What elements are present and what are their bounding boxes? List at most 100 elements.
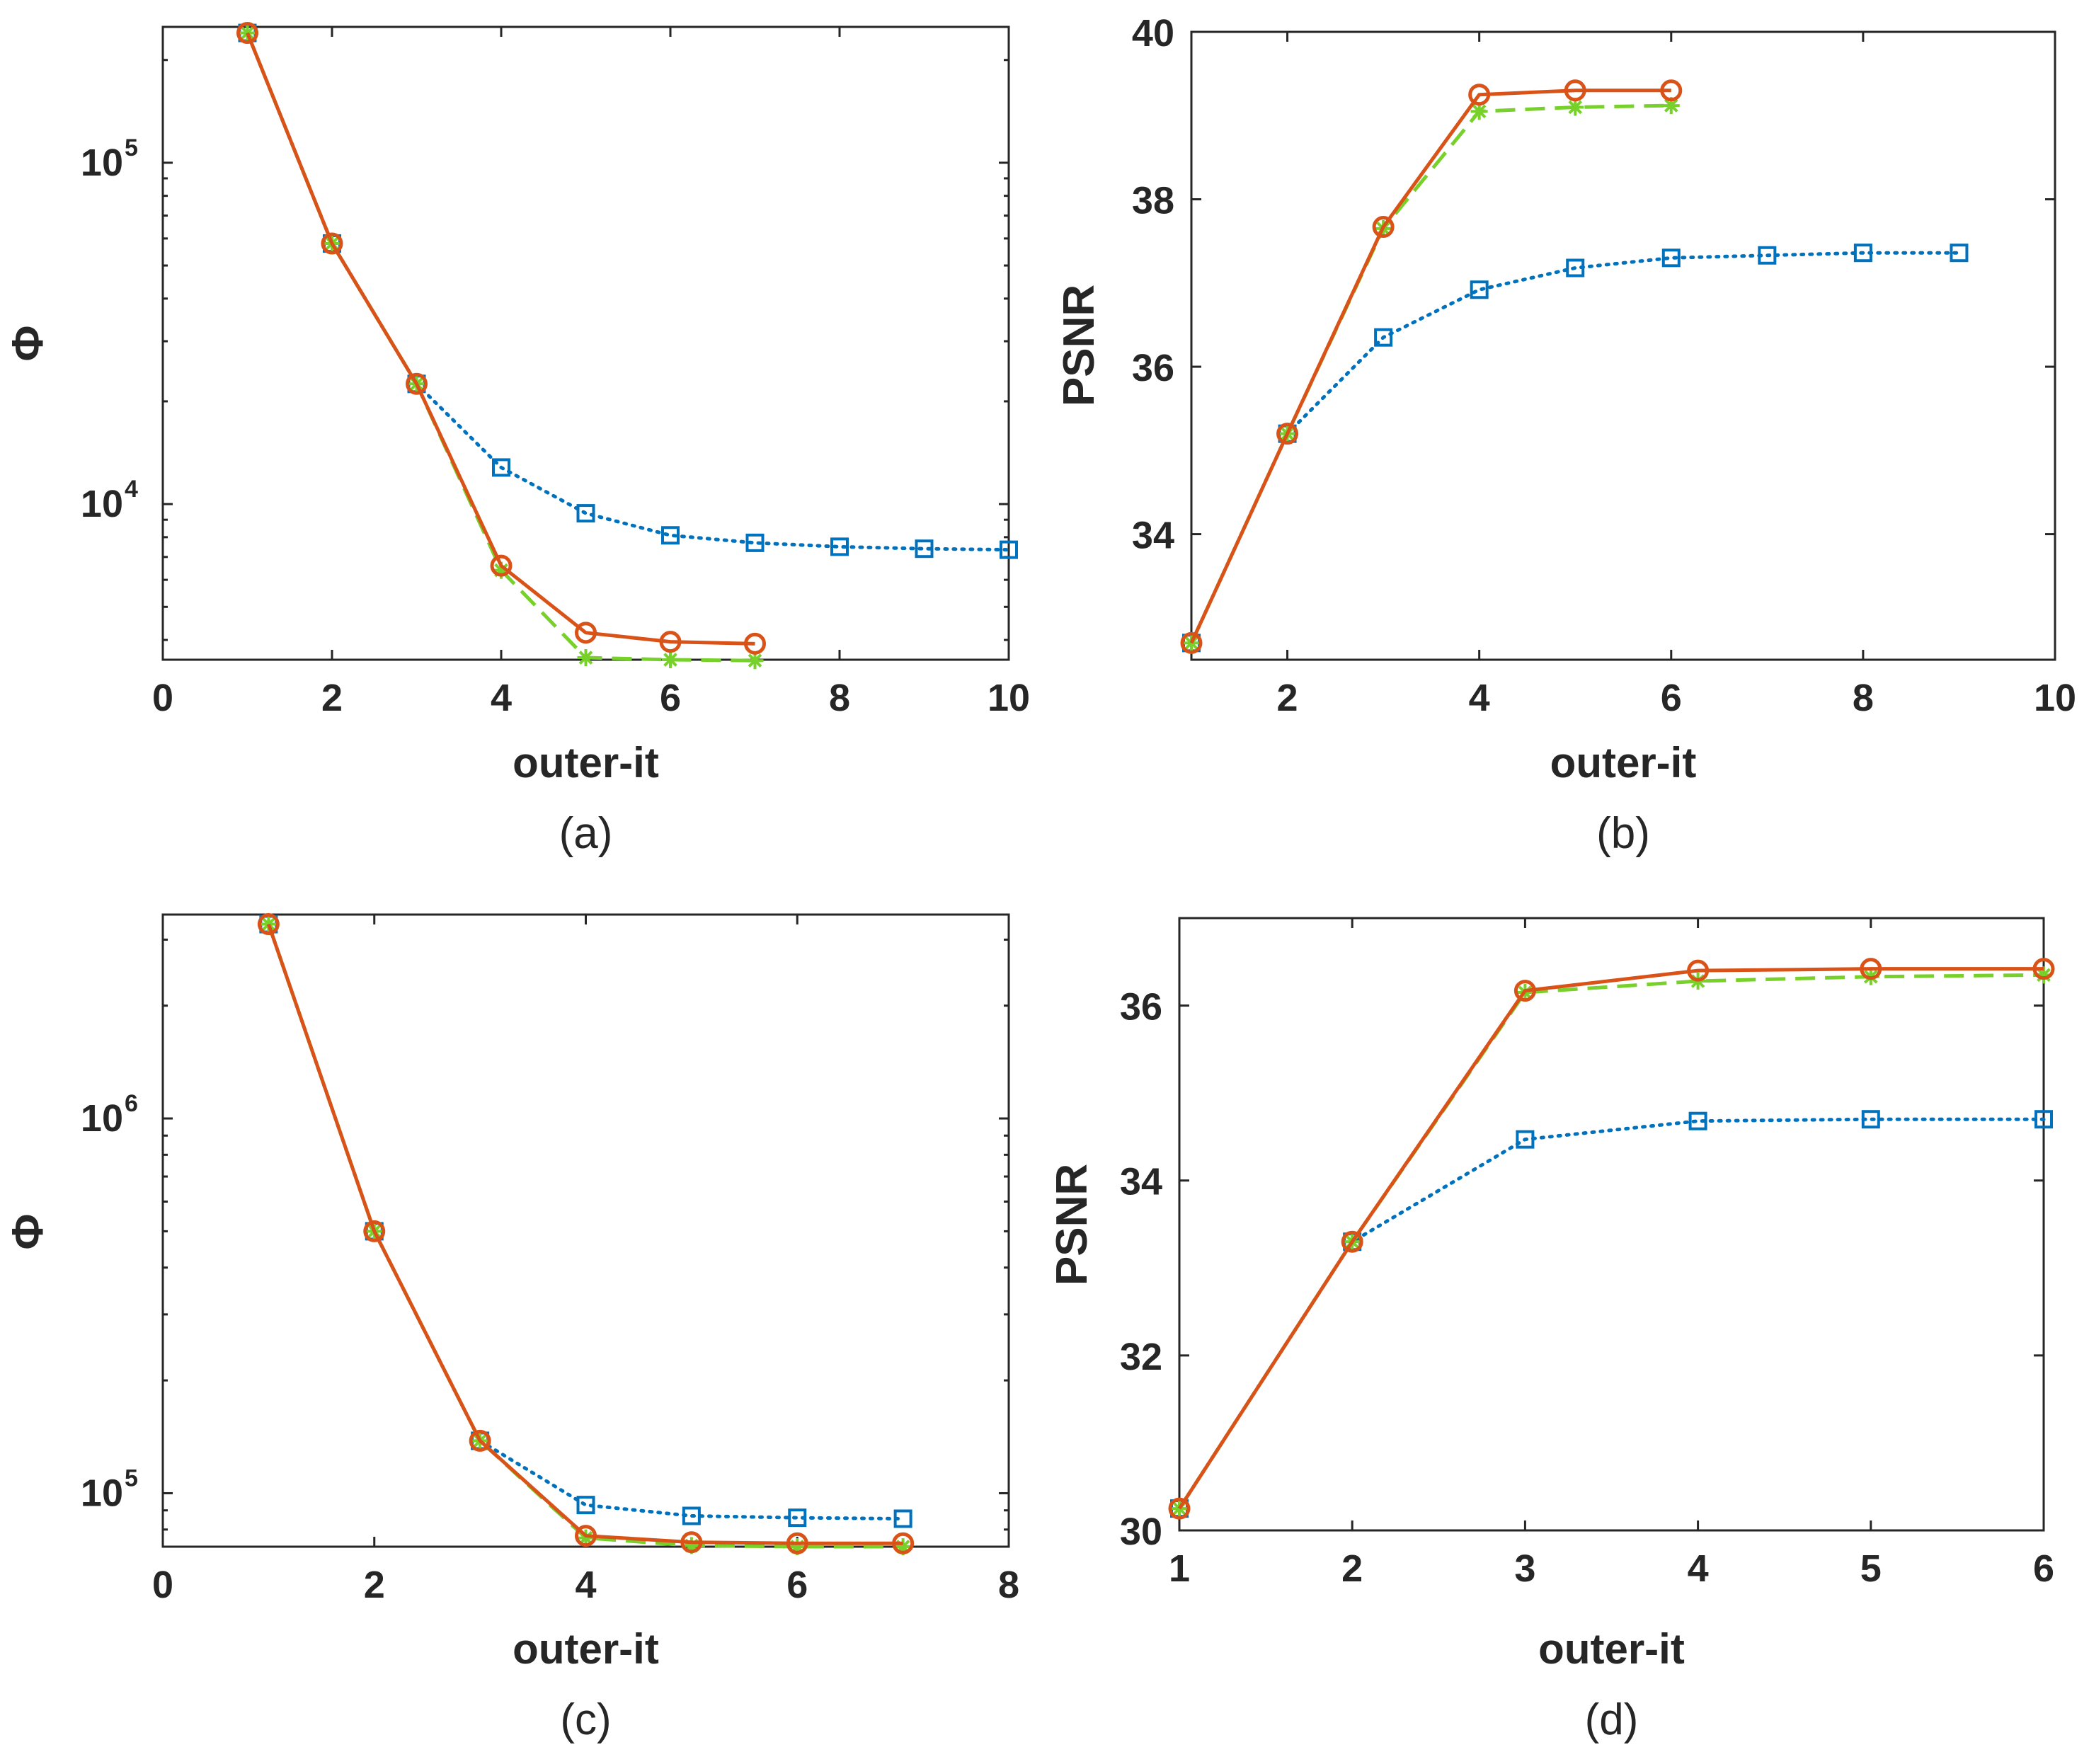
data-point-green (493, 561, 510, 579)
y-axis-label: Φ (4, 326, 52, 362)
data-point-green (1171, 1500, 1188, 1518)
data-point-red (2032, 958, 2055, 980)
data-point-blue (1758, 246, 1777, 265)
y-tick-label: 10 (81, 1472, 123, 1514)
data-point-red (575, 1525, 597, 1547)
data-point-green (746, 652, 764, 670)
x-tick-label: 2 (1277, 677, 1298, 719)
y-tick-label: 34 (1120, 1161, 1162, 1203)
x-tick-label: 6 (786, 1564, 808, 1606)
x-tick-label: 0 (152, 1564, 173, 1606)
data-point-red (744, 632, 766, 655)
data-point-green (682, 1537, 700, 1554)
data-point-red (1687, 959, 1710, 982)
data-point-green (239, 24, 256, 42)
data-point-blue (1861, 1110, 1880, 1129)
x-tick-label: 2 (1341, 1547, 1363, 1590)
x-tick-label: 4 (491, 677, 512, 719)
data-point-red (257, 913, 280, 936)
data-point-red (786, 1532, 808, 1554)
data-point-blue (893, 1509, 912, 1528)
y-tick-exponent: 6 (125, 1090, 138, 1117)
y-tick-label: 10 (81, 1097, 123, 1140)
data-point-green (577, 649, 595, 667)
series-red (257, 913, 915, 1554)
x-tick-label: 8 (829, 677, 850, 719)
data-point-green (1662, 97, 1680, 115)
data-point-red (575, 622, 597, 644)
x-axis-label: outer-it (1550, 739, 1697, 786)
data-point-red (1180, 631, 1203, 654)
data-point-blue (682, 1506, 701, 1525)
y-tick-exponent: 5 (125, 1465, 138, 1491)
y-tick-label: 30 (1120, 1511, 1162, 1553)
plot-frame-b (1190, 30, 2056, 661)
data-point-green (894, 1538, 912, 1555)
panel-caption: (b) (1596, 809, 1650, 858)
x-tick-label: 6 (2033, 1547, 2054, 1590)
data-point-blue (915, 539, 934, 559)
data-point-blue (830, 537, 849, 556)
series-line-red (1189, 88, 1671, 644)
x-axis-label: outer-it (513, 1625, 659, 1673)
x-axis-label: outer-it (1538, 1625, 1685, 1673)
data-point-red (1168, 1497, 1191, 1520)
data-point-blue (1566, 258, 1585, 277)
data-point-red (236, 22, 258, 45)
x-tick-label: 10 (988, 677, 1030, 719)
data-point-red (1660, 79, 1683, 102)
data-point-red (1468, 84, 1491, 106)
x-tick-label: 10 (2034, 677, 2076, 719)
plot-frame-d (1178, 917, 2045, 1532)
data-point-blue (1000, 540, 1018, 559)
data-point-red (469, 1429, 491, 1452)
y-tick-label: 10 (81, 142, 123, 184)
series-red (1168, 958, 2055, 1520)
x-tick-label: 1 (1169, 1547, 1190, 1590)
plot-frame-a (161, 25, 1010, 661)
x-tick-label: 2 (364, 1564, 385, 1606)
data-point-red (1341, 1230, 1363, 1253)
y-tick-label: 36 (1132, 347, 1174, 389)
x-tick-label: 6 (660, 677, 681, 719)
y-tick-exponent: 5 (125, 134, 138, 161)
data-point-blue (576, 1496, 595, 1515)
y-tick-label: 40 (1132, 12, 1174, 55)
series-line-blue (1189, 251, 1961, 645)
data-point-green (1470, 103, 1488, 120)
y-tick-label: 36 (1120, 986, 1162, 1029)
x-tick-label: 2 (321, 677, 343, 719)
data-point-red (363, 1220, 386, 1242)
series-line-red (1177, 967, 2044, 1510)
series-line-red (267, 923, 903, 1545)
data-point-blue (2034, 1110, 2053, 1129)
data-point-red (1513, 980, 1536, 1002)
data-point-red (321, 232, 343, 255)
y-tick-label: 10 (81, 483, 123, 525)
data-point-green (1567, 98, 1584, 116)
data-point-red (680, 1531, 703, 1554)
data-point-blue (492, 458, 510, 477)
y-axis-label: Φ (4, 1214, 52, 1250)
data-point-red (1564, 79, 1586, 102)
y-tick-label: 32 (1120, 1336, 1162, 1378)
x-tick-label: 3 (1514, 1547, 1535, 1590)
data-point-blue (1688, 1111, 1707, 1130)
data-point-red (659, 631, 682, 653)
plot-frame-c (161, 913, 1010, 1548)
panel-caption: (a) (559, 809, 613, 858)
x-tick-label: 4 (1469, 677, 1490, 719)
x-tick-label: 4 (1688, 1547, 1709, 1590)
data-point-blue (661, 526, 680, 545)
x-tick-label: 8 (1853, 677, 1874, 719)
x-tick-label: 8 (998, 1564, 1019, 1606)
y-tick-exponent: 4 (125, 476, 138, 503)
data-point-red (1860, 958, 1882, 980)
panel-caption: (c) (560, 1695, 611, 1744)
y-tick-label: 38 (1132, 180, 1174, 222)
panel-caption: (d) (1585, 1695, 1639, 1744)
series-line-red (246, 32, 755, 646)
